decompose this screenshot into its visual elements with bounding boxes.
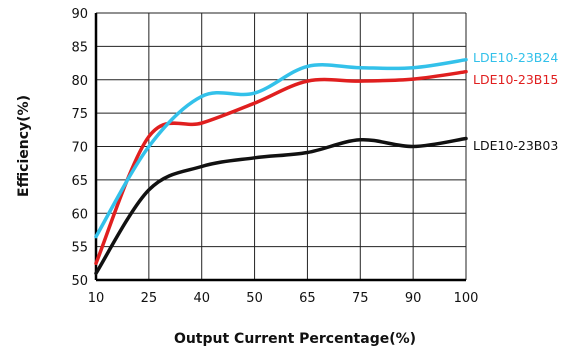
series-layer	[94, 57, 468, 276]
legend-label-lde10-23b24: LDE10-23B24	[473, 50, 558, 65]
series-line-lde10-23b24	[94, 57, 468, 239]
y-tick-label: 65	[71, 174, 88, 189]
tick-label-layer: 50 55 60 65 70 75 80 85 90 10 25 40 50 65 75 90 100	[71, 7, 478, 306]
series-line-lde10-23b03	[94, 136, 468, 276]
legend-label-lde10-23b15: LDE10-23B15	[473, 72, 558, 87]
x-tick-label: 65	[299, 291, 316, 306]
legend-layer: LDE10-23B24 LDE10-23B15 LDE10-23B03	[473, 50, 558, 153]
x-tick-label: 75	[352, 291, 369, 306]
grid-layer	[95, 12, 467, 281]
y-tick-label: 90	[71, 7, 88, 22]
x-tick-label: 10	[88, 291, 105, 306]
y-tick-label: 80	[71, 74, 88, 89]
y-tick-label: 75	[71, 107, 88, 122]
y-tick-label: 70	[71, 141, 88, 156]
y-tick-label: 55	[71, 241, 88, 256]
x-tick-label: 90	[405, 291, 422, 306]
y-tick-label: 60	[71, 207, 88, 222]
x-tick-label: 25	[141, 291, 158, 306]
x-tick-label: 100	[454, 291, 479, 306]
y-tick-label: 50	[71, 274, 88, 289]
y-tick-label: 85	[71, 40, 88, 55]
x-tick-label: 50	[246, 291, 263, 306]
x-axis-title: Output Current Percentage(%)	[174, 331, 416, 347]
series-line-lde10-23b15	[94, 69, 468, 266]
legend-label-lde10-23b03: LDE10-23B03	[473, 138, 558, 153]
y-axis-title: Efficiency(%)	[16, 95, 32, 197]
x-tick-label: 40	[193, 291, 210, 306]
